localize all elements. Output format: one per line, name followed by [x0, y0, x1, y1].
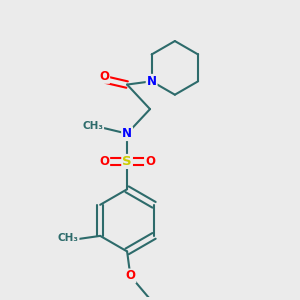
Text: O: O — [145, 155, 155, 168]
Text: O: O — [125, 269, 135, 283]
Text: N: N — [147, 75, 157, 88]
Text: CH₃: CH₃ — [82, 121, 103, 131]
Text: S: S — [122, 155, 132, 168]
Text: O: O — [99, 155, 109, 168]
Text: N: N — [122, 127, 132, 140]
Text: O: O — [99, 70, 109, 83]
Text: CH₃: CH₃ — [58, 232, 79, 242]
